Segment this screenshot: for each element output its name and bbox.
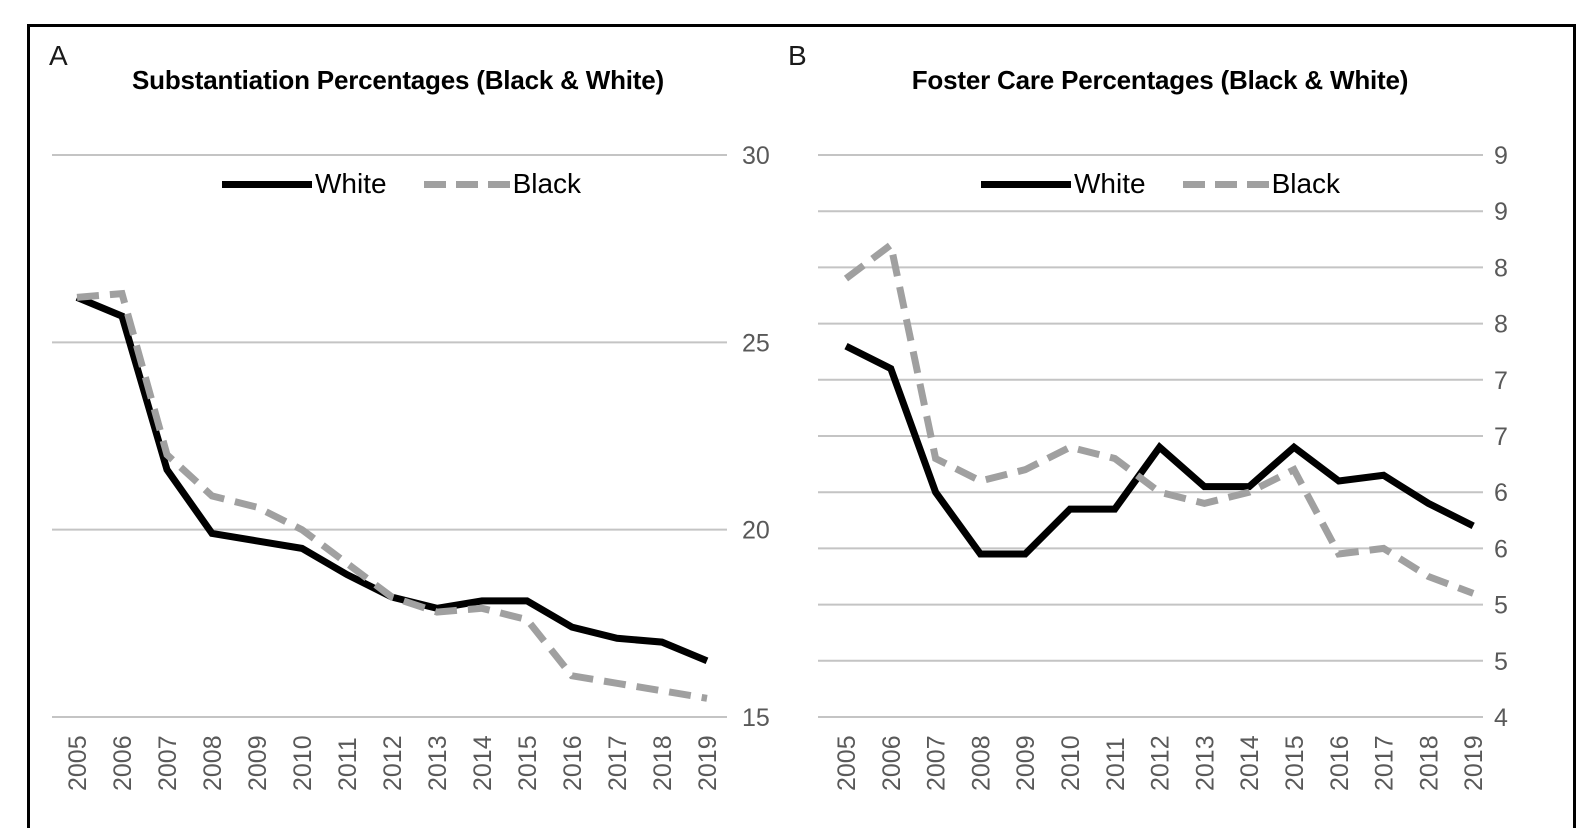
series-line-black xyxy=(76,289,708,702)
black-series-swatch-icon xyxy=(1182,180,1269,188)
y-tick-label: 7 xyxy=(1494,423,1508,451)
x-tick-label: 2015 xyxy=(514,735,542,791)
x-tick-label: 2007 xyxy=(154,735,182,791)
panel-a-letter: A xyxy=(49,40,68,71)
y-tick-label: 4 xyxy=(1494,704,1508,732)
x-tick-label: 2014 xyxy=(469,735,497,791)
x-tick-label: 2016 xyxy=(559,735,587,791)
x-tick-label: 2006 xyxy=(878,735,906,791)
x-tick-label: 2019 xyxy=(1460,735,1488,791)
x-tick-label: 2005 xyxy=(833,735,861,791)
x-tick-label: 2017 xyxy=(604,735,632,791)
legend-label-black: Black xyxy=(1271,168,1341,199)
x-tick-label: 2012 xyxy=(379,735,407,791)
y-tick-label: 25 xyxy=(742,329,770,357)
legend-label-black: Black xyxy=(512,168,582,199)
x-tick-label: 2009 xyxy=(1012,735,1040,791)
figure-frame xyxy=(27,24,1576,828)
y-tick-label: 6 xyxy=(1494,535,1508,563)
x-tick-label: 2010 xyxy=(1057,735,1085,791)
x-tick-label: 2013 xyxy=(1191,735,1219,791)
legend-label-white: White xyxy=(1074,168,1146,199)
panel-b-title: Foster Care Percentages (Black & White) xyxy=(911,65,1409,95)
y-tick-label: 5 xyxy=(1494,592,1508,620)
white-series-swatch-icon xyxy=(981,180,1071,188)
black-series-swatch-icon xyxy=(423,180,510,188)
x-tick-label: 2005 xyxy=(64,735,92,791)
x-tick-label: 2014 xyxy=(1236,735,1264,791)
panel-b-plot: 9 9 8 8 7 7 6 6 5 5 4 2005 2006 2007 2008 2009 2010 2011 2… xyxy=(818,142,1508,791)
x-tick-label: 2009 xyxy=(244,735,272,791)
x-tick-label: 2012 xyxy=(1147,735,1175,791)
x-tick-label: 2018 xyxy=(1415,735,1443,791)
x-tick-label: 2010 xyxy=(289,735,317,791)
x-tick-label: 2008 xyxy=(199,735,227,791)
x-tick-label: 2018 xyxy=(649,735,677,791)
y-tick-label: 9 xyxy=(1494,198,1508,226)
y-tick-label: 5 xyxy=(1494,648,1508,676)
x-tick-label: 2019 xyxy=(694,735,722,791)
y-tick-label: 9 xyxy=(1494,142,1508,170)
panel-b-letter: B xyxy=(788,40,807,71)
series-line-black xyxy=(843,238,1475,597)
y-tick-label: 6 xyxy=(1494,479,1508,507)
y-tick-label: 8 xyxy=(1494,254,1508,282)
x-tick-label: 2017 xyxy=(1371,735,1399,791)
x-tick-label: 2011 xyxy=(1102,737,1130,791)
x-tick-label: 2015 xyxy=(1281,735,1309,791)
series-line-white xyxy=(75,294,709,665)
x-tick-label: 2007 xyxy=(923,735,951,791)
panel-b-legend: White Black xyxy=(981,167,1340,201)
y-tick-label: 8 xyxy=(1494,311,1508,339)
y-tick-label: 7 xyxy=(1494,367,1508,395)
x-tick-label: 2013 xyxy=(424,735,452,791)
white-series-swatch-icon xyxy=(222,180,312,188)
y-tick-label: 15 xyxy=(742,704,770,732)
y-tick-label: 30 xyxy=(742,142,770,170)
x-tick-label: 2011 xyxy=(334,737,362,791)
x-tick-label: 2016 xyxy=(1326,735,1354,791)
panel-a-legend: White Black xyxy=(222,167,581,201)
y-tick-label: 20 xyxy=(742,517,770,545)
series-line-white xyxy=(844,342,1475,558)
x-tick-label: 2006 xyxy=(109,735,137,791)
legend-label-white: White xyxy=(315,168,387,199)
panel-a-title: Substantiation Percentages (Black & Whit… xyxy=(132,65,664,95)
x-tick-label: 2008 xyxy=(967,735,995,791)
